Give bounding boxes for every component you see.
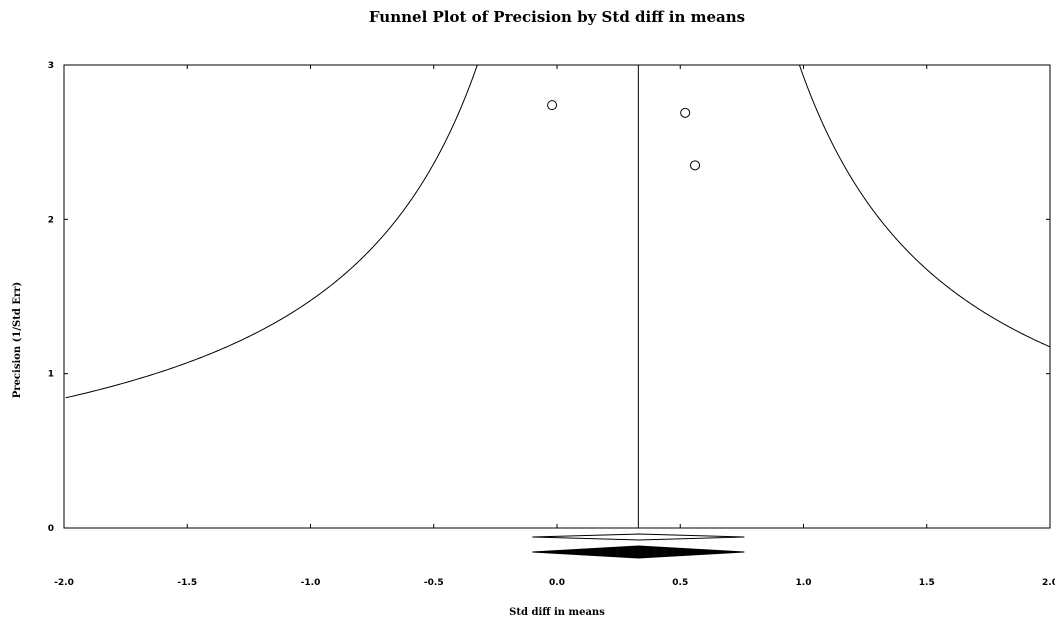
y-tick-label: 2 <box>48 215 54 225</box>
y-axis-label: Precision (1/Std Err) <box>12 282 23 398</box>
x-tick-label: 1.5 <box>919 578 935 588</box>
funnel-layer <box>65 64 1050 528</box>
summary-diamond-outline <box>532 533 745 541</box>
y-tick-label: 0 <box>48 524 54 534</box>
funnel-left-boundary <box>65 64 478 399</box>
x-tick-label: 0.5 <box>672 578 688 588</box>
x-tick-label: -1.5 <box>177 578 197 588</box>
x-tick-label: -0.5 <box>424 578 444 588</box>
study-point <box>690 160 701 171</box>
funnel-right-boundary <box>798 64 1050 348</box>
x-axis: -2.0 -1.5 -1.0 -0.5 0.0 0.5 1.0 1.5 2.0 <box>54 65 1055 588</box>
summary-diamond-filled <box>532 545 745 559</box>
x-axis-label: Std diff in means <box>509 607 605 618</box>
x-tick-label: 0.0 <box>549 578 565 588</box>
plot-frame <box>63 64 1051 529</box>
y-tick-label: 3 <box>48 61 54 71</box>
x-tick-label: 2.0 <box>1042 578 1055 588</box>
chart-title: Funnel Plot of Precision by Std diff in … <box>369 8 745 26</box>
x-tick-label: -1.0 <box>301 578 321 588</box>
points-layer <box>547 100 701 171</box>
y-axis: 0 1 2 3 <box>48 61 1050 534</box>
study-point <box>680 107 691 118</box>
summary-diamonds <box>532 533 745 559</box>
x-tick-label: -2.0 <box>54 578 74 588</box>
study-point <box>547 100 558 111</box>
y-tick-label: 1 <box>48 370 54 380</box>
x-tick-label: 1.0 <box>796 578 812 588</box>
